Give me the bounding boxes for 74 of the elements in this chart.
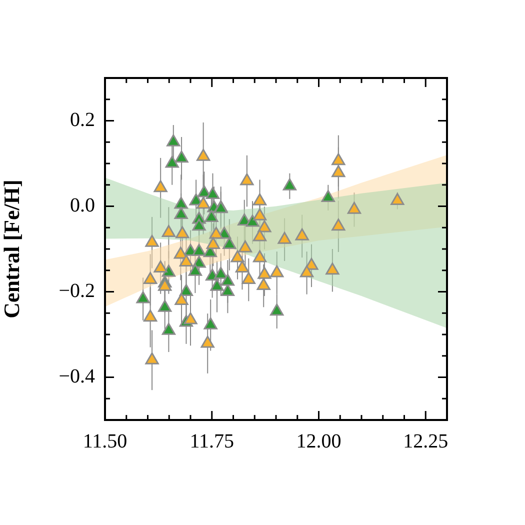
y-axis-title: Central [Fe/H] (0, 180, 24, 318)
x-tick-label: 11.50 (82, 430, 128, 452)
point (158, 278, 172, 291)
point (321, 190, 335, 202)
point (206, 236, 220, 249)
point (196, 148, 210, 161)
y-tick-label: 0.0 (70, 194, 95, 216)
point (258, 266, 272, 279)
x-tick-label: 12.00 (296, 430, 342, 452)
point (179, 254, 194, 267)
point (145, 352, 159, 364)
x-tick-label: 11.75 (190, 430, 234, 452)
point (154, 260, 168, 272)
point (230, 250, 244, 262)
point (162, 225, 176, 238)
point (192, 218, 206, 231)
point (220, 274, 235, 286)
point (252, 250, 267, 262)
point (174, 150, 188, 163)
point (188, 264, 202, 276)
point (252, 208, 267, 220)
point (176, 226, 190, 238)
point (204, 210, 218, 222)
point (326, 262, 340, 275)
point (184, 312, 198, 324)
point (144, 272, 158, 284)
point (222, 236, 236, 249)
point (390, 192, 404, 205)
point (270, 265, 284, 278)
point (158, 300, 172, 312)
point (136, 291, 150, 304)
point (154, 180, 168, 192)
point (220, 284, 235, 296)
point (235, 260, 250, 272)
point (258, 220, 272, 232)
x-tick-label: 12.25 (403, 430, 448, 452)
point (252, 193, 267, 206)
point (200, 336, 214, 348)
point (240, 173, 254, 186)
point (214, 266, 228, 279)
point (179, 284, 194, 296)
point (238, 240, 252, 252)
point (332, 165, 346, 178)
point (246, 214, 260, 227)
point (347, 202, 362, 214)
point (196, 196, 210, 209)
point (174, 207, 188, 220)
point (295, 228, 309, 240)
point (209, 226, 223, 239)
point (256, 278, 270, 290)
point (204, 317, 218, 330)
point (278, 232, 292, 244)
y-tick-label: 0.2 (70, 109, 95, 131)
point (162, 322, 176, 335)
point (145, 234, 159, 247)
point (165, 156, 179, 168)
point (332, 218, 346, 231)
point (192, 244, 206, 256)
point (300, 265, 314, 278)
point (332, 153, 346, 166)
point (144, 310, 158, 322)
point (189, 193, 203, 206)
point (242, 272, 256, 284)
point (206, 186, 220, 199)
point (282, 178, 296, 190)
point (270, 304, 284, 316)
point (174, 196, 188, 209)
y-tick-label: −0.2 (58, 280, 95, 302)
point (162, 264, 176, 277)
point (252, 229, 267, 242)
point (174, 292, 188, 305)
y-tick-label: −0.4 (58, 366, 95, 388)
point (166, 134, 180, 146)
point (210, 278, 224, 291)
